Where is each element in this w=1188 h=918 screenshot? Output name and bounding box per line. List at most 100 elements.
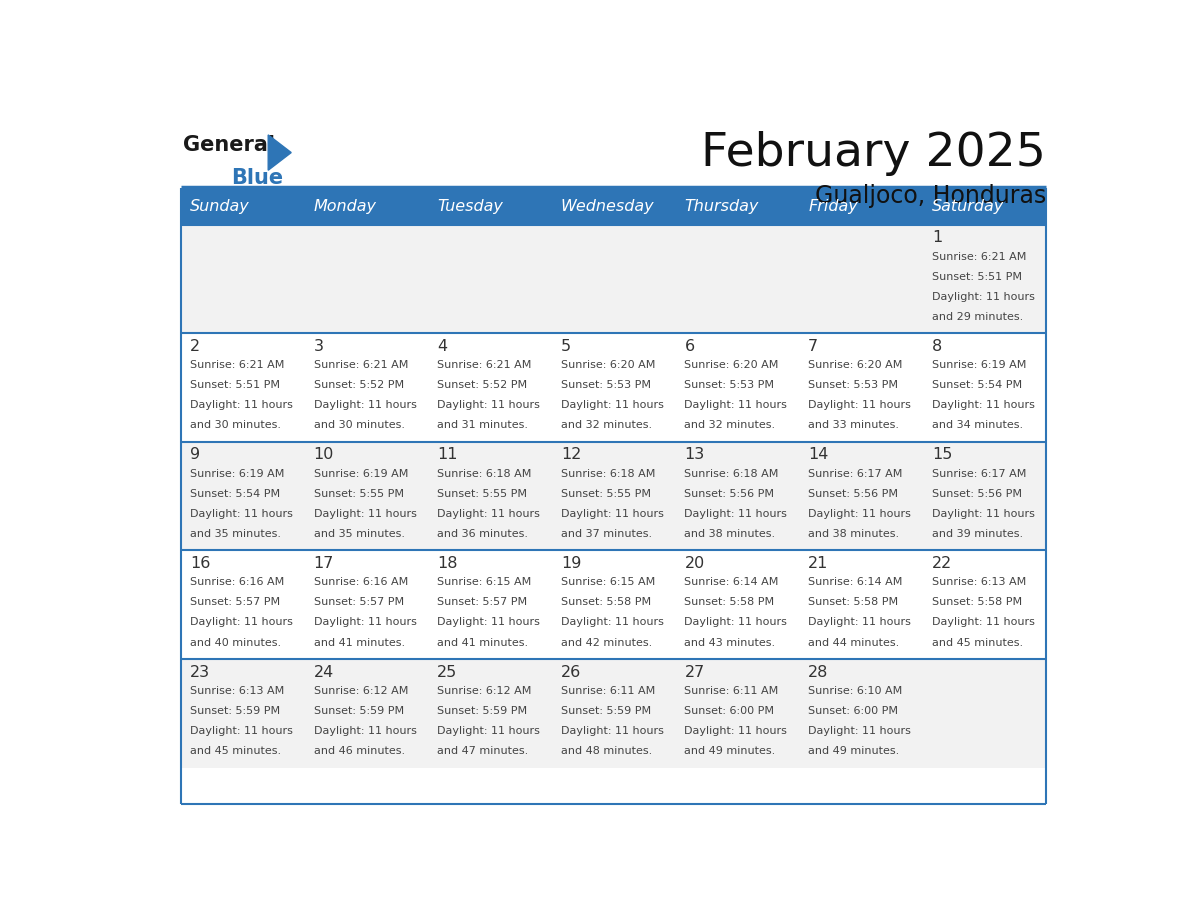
Text: 2: 2 (190, 339, 200, 354)
Text: 17: 17 (314, 556, 334, 571)
Text: 13: 13 (684, 447, 704, 463)
Text: Sunrise: 6:11 AM: Sunrise: 6:11 AM (561, 686, 655, 696)
Text: Sunset: 5:58 PM: Sunset: 5:58 PM (931, 598, 1022, 608)
Bar (551, 188, 675, 225)
Bar (181, 659, 1047, 767)
Text: Sunrise: 6:13 AM: Sunrise: 6:13 AM (190, 686, 284, 696)
Text: Daylight: 11 hours: Daylight: 11 hours (931, 509, 1035, 519)
Text: and 44 minutes.: and 44 minutes. (808, 637, 899, 647)
Bar (428, 188, 551, 225)
Text: Daylight: 11 hours: Daylight: 11 hours (561, 726, 664, 736)
Text: Daylight: 11 hours: Daylight: 11 hours (684, 509, 788, 519)
Text: and 46 minutes.: and 46 minutes. (314, 746, 405, 756)
Text: Sunset: 5:53 PM: Sunset: 5:53 PM (561, 380, 651, 390)
Text: 23: 23 (190, 665, 210, 679)
Text: Sunrise: 6:17 AM: Sunrise: 6:17 AM (931, 469, 1026, 478)
Bar (304, 188, 428, 225)
Text: and 34 minutes.: and 34 minutes. (931, 420, 1023, 431)
Text: and 33 minutes.: and 33 minutes. (808, 420, 899, 431)
Text: Daylight: 11 hours: Daylight: 11 hours (190, 726, 292, 736)
Text: Sunset: 5:52 PM: Sunset: 5:52 PM (437, 380, 527, 390)
Text: Daylight: 11 hours: Daylight: 11 hours (808, 509, 911, 519)
Text: and 38 minutes.: and 38 minutes. (684, 529, 776, 539)
Text: and 45 minutes.: and 45 minutes. (931, 637, 1023, 647)
Text: Sunset: 5:53 PM: Sunset: 5:53 PM (808, 380, 898, 390)
Text: Sunrise: 6:19 AM: Sunrise: 6:19 AM (314, 469, 407, 478)
Text: Sunset: 5:52 PM: Sunset: 5:52 PM (314, 380, 404, 390)
Text: Sunset: 6:00 PM: Sunset: 6:00 PM (684, 706, 775, 716)
Text: February 2025: February 2025 (701, 131, 1047, 176)
Bar (181, 442, 1047, 551)
Text: and 41 minutes.: and 41 minutes. (314, 637, 405, 647)
Text: Sunrise: 6:19 AM: Sunrise: 6:19 AM (190, 469, 284, 478)
Text: 21: 21 (808, 556, 828, 571)
Text: Sunset: 5:55 PM: Sunset: 5:55 PM (314, 488, 404, 498)
Text: Thursday: Thursday (684, 199, 759, 214)
Text: Sunset: 5:57 PM: Sunset: 5:57 PM (437, 598, 527, 608)
Text: 3: 3 (314, 339, 323, 354)
Text: Sunday: Sunday (190, 199, 249, 214)
Text: Daylight: 11 hours: Daylight: 11 hours (437, 726, 541, 736)
Text: 14: 14 (808, 447, 828, 463)
Text: 11: 11 (437, 447, 457, 463)
Text: Daylight: 11 hours: Daylight: 11 hours (931, 292, 1035, 302)
Text: and 49 minutes.: and 49 minutes. (684, 746, 776, 756)
Text: Sunrise: 6:20 AM: Sunrise: 6:20 AM (561, 360, 656, 370)
Text: Sunrise: 6:14 AM: Sunrise: 6:14 AM (684, 577, 779, 588)
Text: Sunset: 5:58 PM: Sunset: 5:58 PM (808, 598, 898, 608)
Text: Saturday: Saturday (931, 199, 1004, 214)
Text: and 38 minutes.: and 38 minutes. (808, 529, 899, 539)
Text: 26: 26 (561, 665, 581, 679)
Text: and 37 minutes.: and 37 minutes. (561, 529, 652, 539)
Bar (675, 188, 798, 225)
Text: Daylight: 11 hours: Daylight: 11 hours (808, 618, 911, 627)
Text: General: General (183, 135, 276, 155)
Text: Sunrise: 6:21 AM: Sunrise: 6:21 AM (437, 360, 531, 370)
Text: 10: 10 (314, 447, 334, 463)
Text: Sunset: 5:56 PM: Sunset: 5:56 PM (808, 488, 898, 498)
Text: 9: 9 (190, 447, 200, 463)
Text: Sunrise: 6:13 AM: Sunrise: 6:13 AM (931, 577, 1026, 588)
Text: Daylight: 11 hours: Daylight: 11 hours (561, 509, 664, 519)
Text: Sunset: 5:53 PM: Sunset: 5:53 PM (684, 380, 775, 390)
Text: Sunset: 5:57 PM: Sunset: 5:57 PM (314, 598, 404, 608)
Text: Daylight: 11 hours: Daylight: 11 hours (931, 400, 1035, 410)
Text: Daylight: 11 hours: Daylight: 11 hours (931, 618, 1035, 627)
Text: Sunset: 5:54 PM: Sunset: 5:54 PM (931, 380, 1022, 390)
Text: Daylight: 11 hours: Daylight: 11 hours (190, 618, 292, 627)
Text: Monday: Monday (314, 199, 377, 214)
Text: Sunset: 5:58 PM: Sunset: 5:58 PM (561, 598, 651, 608)
Text: Daylight: 11 hours: Daylight: 11 hours (190, 509, 292, 519)
Text: and 36 minutes.: and 36 minutes. (437, 529, 529, 539)
Text: Daylight: 11 hours: Daylight: 11 hours (561, 618, 664, 627)
Text: Sunrise: 6:15 AM: Sunrise: 6:15 AM (561, 577, 655, 588)
Bar (181, 333, 1047, 442)
Text: 6: 6 (684, 339, 695, 354)
Text: and 48 minutes.: and 48 minutes. (561, 746, 652, 756)
Text: Sunrise: 6:12 AM: Sunrise: 6:12 AM (314, 686, 407, 696)
Text: Daylight: 11 hours: Daylight: 11 hours (314, 618, 417, 627)
Text: Sunrise: 6:17 AM: Sunrise: 6:17 AM (808, 469, 903, 478)
Text: Daylight: 11 hours: Daylight: 11 hours (684, 400, 788, 410)
Text: 28: 28 (808, 665, 828, 679)
Text: Sunset: 6:00 PM: Sunset: 6:00 PM (808, 706, 898, 716)
Text: 27: 27 (684, 665, 704, 679)
Text: and 31 minutes.: and 31 minutes. (437, 420, 529, 431)
Text: Daylight: 11 hours: Daylight: 11 hours (314, 400, 417, 410)
Text: 15: 15 (931, 447, 952, 463)
Text: and 29 minutes.: and 29 minutes. (931, 312, 1023, 322)
Text: and 42 minutes.: and 42 minutes. (561, 637, 652, 647)
Text: Blue: Blue (232, 168, 284, 188)
Text: Sunset: 5:54 PM: Sunset: 5:54 PM (190, 488, 280, 498)
Text: Daylight: 11 hours: Daylight: 11 hours (190, 400, 292, 410)
Text: Sunrise: 6:20 AM: Sunrise: 6:20 AM (808, 360, 903, 370)
Text: Sunrise: 6:18 AM: Sunrise: 6:18 AM (561, 469, 656, 478)
Text: Sunset: 5:58 PM: Sunset: 5:58 PM (684, 598, 775, 608)
Text: Daylight: 11 hours: Daylight: 11 hours (314, 509, 417, 519)
Text: Sunset: 5:59 PM: Sunset: 5:59 PM (314, 706, 404, 716)
Text: 4: 4 (437, 339, 448, 354)
Text: and 45 minutes.: and 45 minutes. (190, 746, 282, 756)
Text: Sunrise: 6:15 AM: Sunrise: 6:15 AM (437, 577, 531, 588)
Text: Daylight: 11 hours: Daylight: 11 hours (684, 726, 788, 736)
Text: Sunset: 5:51 PM: Sunset: 5:51 PM (931, 272, 1022, 282)
